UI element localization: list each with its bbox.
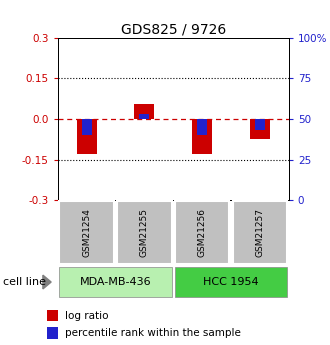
FancyArrow shape xyxy=(43,275,51,289)
Bar xyxy=(175,267,287,297)
Bar xyxy=(47,327,58,339)
Bar xyxy=(175,201,229,264)
Text: cell line: cell line xyxy=(3,277,46,287)
Text: GSM21254: GSM21254 xyxy=(82,208,91,257)
Bar xyxy=(233,201,287,264)
Text: MDA-MB-436: MDA-MB-436 xyxy=(80,277,151,287)
Bar xyxy=(250,119,270,139)
Text: GSM21256: GSM21256 xyxy=(198,208,207,257)
Bar xyxy=(197,119,207,135)
Title: GDS825 / 9726: GDS825 / 9726 xyxy=(121,23,226,37)
Bar xyxy=(117,201,172,264)
Bar xyxy=(192,119,212,154)
Text: GSM21255: GSM21255 xyxy=(140,208,149,257)
Bar xyxy=(59,201,114,264)
Bar xyxy=(134,104,154,119)
Text: percentile rank within the sample: percentile rank within the sample xyxy=(65,328,241,338)
Text: HCC 1954: HCC 1954 xyxy=(203,277,259,287)
Bar xyxy=(139,114,149,119)
Bar xyxy=(77,119,97,154)
Text: GSM21257: GSM21257 xyxy=(255,208,264,257)
Text: log ratio: log ratio xyxy=(65,310,109,321)
Bar xyxy=(59,267,172,297)
Bar xyxy=(255,119,265,130)
Bar xyxy=(82,119,92,135)
Bar xyxy=(47,310,58,321)
